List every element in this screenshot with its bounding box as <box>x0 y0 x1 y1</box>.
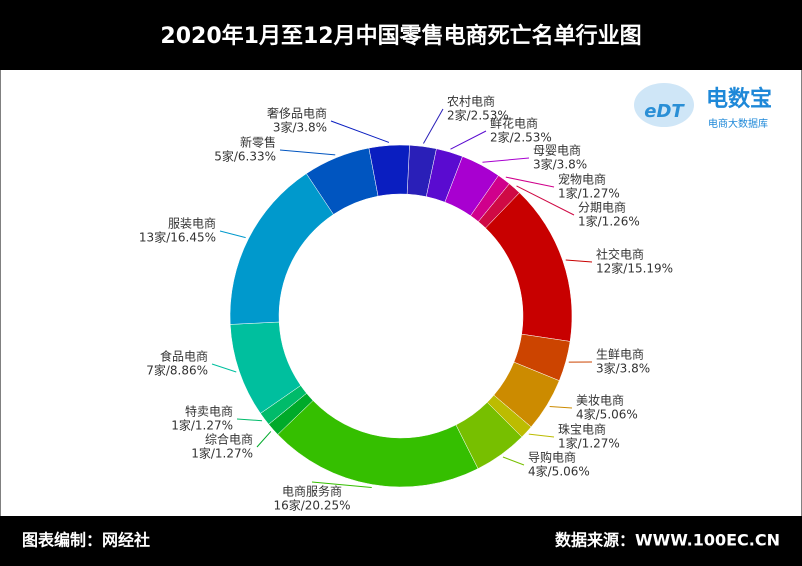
leader-line <box>528 433 555 438</box>
value-label: 1家/1.27% <box>558 186 620 201</box>
category-label: 电商服务商 <box>282 484 342 499</box>
category-label: 导购电商 <box>528 450 576 465</box>
leader-line <box>450 130 487 150</box>
category-label: 珠宝电商 <box>558 422 606 437</box>
leader-line <box>516 185 575 216</box>
category-label: 生鲜电商 <box>596 347 644 362</box>
leader-line <box>502 456 525 466</box>
value-label: 4家/5.06% <box>528 464 590 479</box>
donut-segment <box>368 144 410 197</box>
value-label: 2家/2.53% <box>490 130 552 145</box>
category-label: 社交电商 <box>596 247 644 262</box>
value-label: 13家/16.45% <box>139 230 216 245</box>
category-label: 分期电商 <box>578 200 626 215</box>
value-label: 3家/3.8% <box>596 361 650 376</box>
footer-left: 图表编制：网经社 <box>22 531 150 550</box>
category-label: 奢侈品电商 <box>267 106 327 121</box>
category-label: 食品电商 <box>160 349 208 364</box>
leader-line <box>549 406 573 409</box>
leader-line <box>311 481 372 489</box>
category-label: 服装电商 <box>168 216 216 231</box>
value-label: 1家/1.27% <box>558 436 620 451</box>
leader-line <box>565 259 593 263</box>
header-bar <box>0 0 802 70</box>
footer-bar <box>0 516 802 566</box>
category-label: 综合电商 <box>205 432 253 447</box>
category-label: 农村电商 <box>447 94 495 109</box>
category-label: 特卖电商 <box>185 404 233 419</box>
leader-line <box>505 176 555 188</box>
logo: eDT 电数宝 电商大数据库 <box>634 83 772 130</box>
category-label: 新零售 <box>240 135 276 150</box>
value-label: 16家/20.25% <box>273 498 350 513</box>
leader-line <box>219 230 246 239</box>
category-label: 宠物电商 <box>558 172 606 187</box>
plot: 农村电商2家/2.53%鲜花电商2家/2.53%母婴电商3家/3.8%宠物电商1… <box>139 94 673 513</box>
leader-line <box>423 108 444 144</box>
value-label: 3家/3.8% <box>533 157 587 172</box>
footer-right: 数据来源：WWW.100EC.CN <box>555 531 780 550</box>
value-label: 4家/5.06% <box>576 407 638 422</box>
leader-line <box>256 431 272 448</box>
leader-line <box>279 149 336 156</box>
value-label: 1家/1.27% <box>171 418 233 433</box>
value-label: 3家/3.8% <box>273 120 327 135</box>
leader-line <box>236 418 263 422</box>
value-label: 1家/1.27% <box>191 446 253 461</box>
value-label: 1家/1.26% <box>578 214 640 229</box>
logo-name: 电数宝 <box>706 86 772 112</box>
value-label: 7家/8.86% <box>146 363 208 378</box>
category-label: 母婴电商 <box>533 143 581 158</box>
chart-title: 2020年1月至12月中国零售电商死亡名单行业图 <box>160 23 641 49</box>
value-label: 2家/2.53% <box>447 108 509 123</box>
value-label: 12家/15.19% <box>596 261 673 276</box>
value-label: 5家/6.33% <box>214 149 276 164</box>
leader-line <box>211 363 237 373</box>
logo-subtitle: 电商大数据库 <box>708 117 768 130</box>
leader-line <box>482 157 530 163</box>
category-label: 鲜花电商 <box>490 116 538 131</box>
leader-line <box>330 120 390 143</box>
category-label: 美妆电商 <box>576 393 624 408</box>
logo-cloud <box>634 83 694 127</box>
logo-mark: eDT <box>644 101 685 122</box>
